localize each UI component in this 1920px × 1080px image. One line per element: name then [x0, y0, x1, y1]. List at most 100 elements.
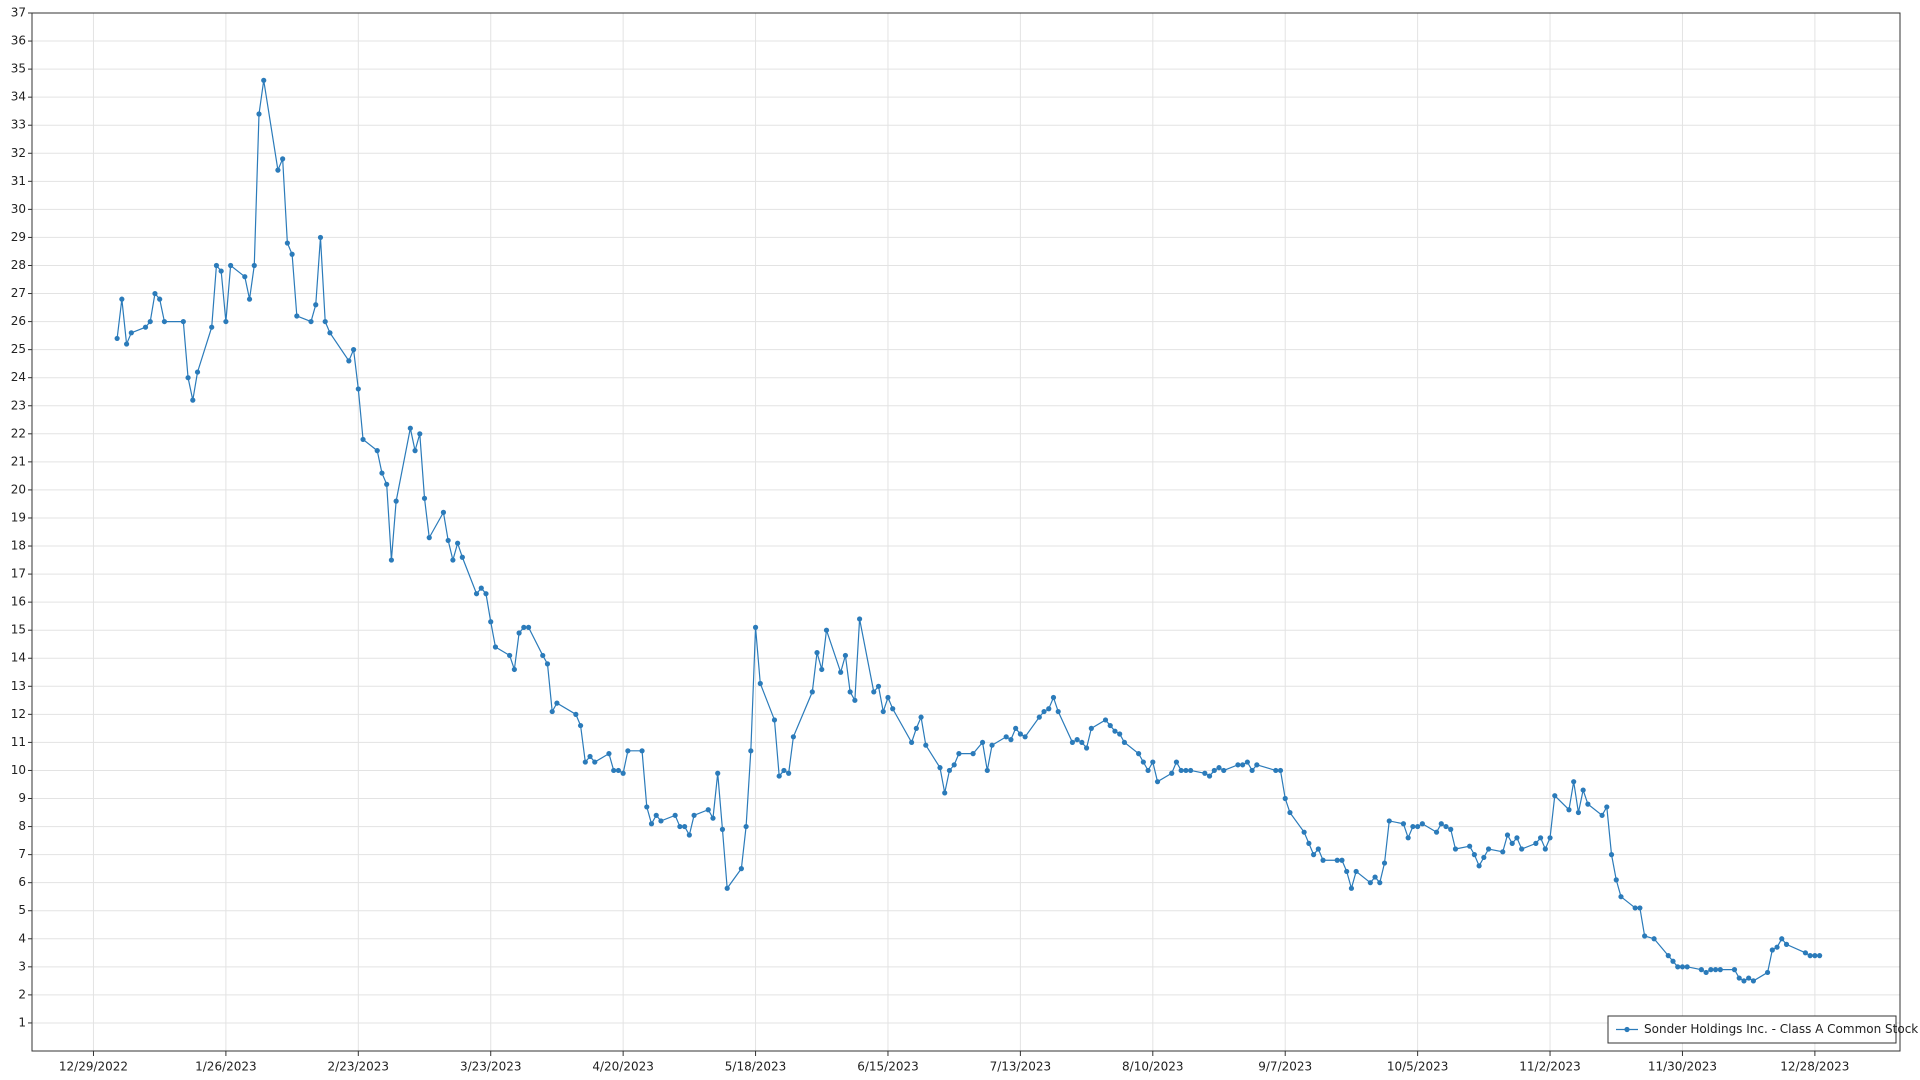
point	[644, 804, 650, 810]
point	[823, 627, 830, 633]
point	[587, 753, 593, 760]
point	[1467, 843, 1473, 849]
y-tick-label: 30	[11, 202, 26, 216]
point	[979, 739, 986, 746]
point	[1405, 835, 1411, 841]
point	[1112, 728, 1118, 734]
point	[440, 509, 447, 515]
point	[142, 324, 149, 330]
point	[1353, 868, 1359, 875]
y-tick-label: 27	[11, 286, 26, 300]
point	[1419, 821, 1425, 827]
x-tick-label: 11/30/2023	[1648, 1060, 1717, 1074]
point	[275, 167, 281, 173]
point	[648, 821, 655, 827]
point	[1608, 852, 1615, 858]
y-tick-label: 21	[11, 454, 26, 468]
y-tick-label: 23	[11, 398, 26, 412]
point	[1783, 941, 1790, 947]
y-tick-label: 5	[18, 903, 26, 917]
point	[686, 832, 692, 838]
y-tick-label: 31	[11, 174, 26, 188]
point	[1216, 765, 1222, 771]
y-tick-label: 24	[11, 370, 26, 384]
point	[1769, 947, 1775, 953]
point	[1121, 739, 1128, 746]
point	[752, 624, 759, 630]
point	[1046, 706, 1052, 712]
point	[1415, 823, 1421, 830]
point	[478, 585, 484, 591]
point	[507, 652, 513, 659]
point	[738, 866, 744, 872]
point	[1117, 731, 1123, 737]
point	[445, 537, 451, 544]
point	[582, 759, 588, 765]
point	[1519, 846, 1525, 852]
point	[885, 694, 891, 701]
point	[1102, 717, 1109, 723]
point	[639, 748, 645, 754]
point	[1703, 969, 1709, 976]
point	[1301, 829, 1307, 835]
point	[743, 823, 749, 830]
point	[516, 630, 522, 636]
point	[1173, 759, 1180, 765]
point	[781, 767, 787, 774]
point	[1400, 821, 1407, 827]
x-tick-label: 3/23/2023	[460, 1060, 522, 1074]
point	[1708, 967, 1714, 973]
point	[615, 767, 622, 774]
point	[1552, 793, 1558, 799]
point	[890, 706, 896, 712]
point	[525, 624, 532, 630]
y-tick-label: 8	[18, 819, 26, 833]
point	[653, 812, 659, 818]
point	[577, 722, 584, 729]
point	[157, 296, 163, 302]
point	[1334, 857, 1340, 863]
point	[625, 748, 631, 754]
point	[1188, 767, 1194, 774]
point	[1339, 857, 1345, 863]
point	[473, 591, 480, 597]
x-tick-label: 11/2/2023	[1519, 1060, 1581, 1074]
point	[1509, 840, 1515, 847]
y-tick-label: 14	[11, 651, 26, 665]
legend-label: Sonder Holdings Inc. - Class A Common St…	[1644, 1022, 1918, 1036]
point	[1055, 708, 1061, 715]
point	[1750, 978, 1756, 984]
point	[459, 554, 465, 560]
point	[190, 397, 196, 403]
point	[1618, 894, 1624, 900]
y-tick-label: 37	[11, 6, 26, 20]
point	[719, 826, 726, 832]
y-tick-label: 19	[11, 510, 26, 524]
point	[1150, 759, 1156, 765]
point	[1136, 751, 1142, 757]
point	[1433, 829, 1440, 835]
x-tick-label: 2/23/2023	[328, 1060, 390, 1074]
point	[592, 759, 598, 765]
point	[1670, 958, 1676, 964]
point	[417, 431, 423, 437]
point	[261, 77, 267, 83]
point	[1069, 739, 1076, 746]
point	[984, 767, 990, 774]
point	[1367, 880, 1373, 886]
y-tick-label: 25	[11, 342, 26, 356]
point	[1088, 725, 1094, 731]
point	[1240, 762, 1246, 768]
point	[1481, 854, 1487, 861]
point	[218, 268, 224, 274]
point	[1410, 823, 1416, 830]
point	[152, 290, 158, 297]
point	[842, 652, 849, 659]
point	[1249, 767, 1255, 774]
y-tick-label: 26	[11, 314, 26, 328]
y-tick-label: 12	[11, 707, 26, 721]
y-tick-label: 18	[11, 539, 26, 553]
y-tick-label: 7	[18, 847, 26, 861]
y-tick-label: 32	[11, 146, 26, 160]
point	[1812, 953, 1818, 959]
